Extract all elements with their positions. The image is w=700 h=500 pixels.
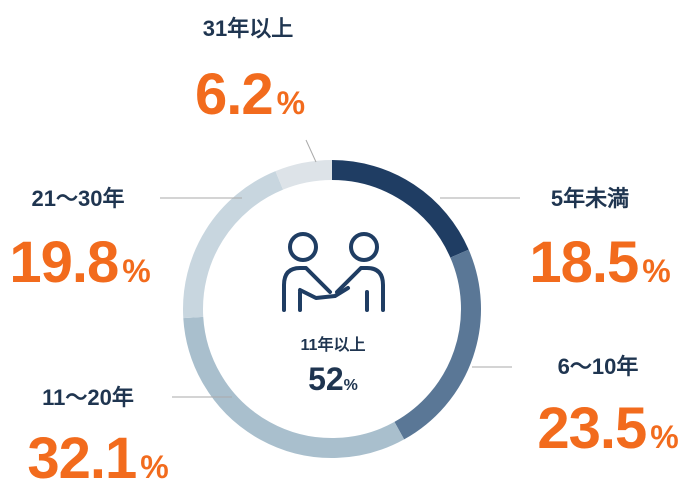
value-number: 19.8 bbox=[9, 230, 118, 295]
donut-segment bbox=[331, 160, 469, 258]
category-label: 31年以上 bbox=[203, 16, 293, 41]
value-label: 32.1% bbox=[27, 426, 168, 491]
category-label: 5年未満 bbox=[551, 186, 629, 211]
category-label: 11〜20年 bbox=[42, 385, 134, 410]
value-label: 19.8% bbox=[9, 230, 150, 295]
donut-segment bbox=[394, 249, 481, 440]
category-label: 21〜30年 bbox=[32, 186, 125, 211]
handshake-icon bbox=[282, 232, 385, 312]
value-number: 6.2 bbox=[195, 62, 273, 127]
center-value: 52% bbox=[308, 361, 358, 397]
value-number: 23.5 bbox=[537, 396, 646, 461]
value-unit: % bbox=[650, 419, 678, 455]
donut-segment bbox=[183, 316, 405, 458]
value-label: 18.5% bbox=[529, 230, 670, 295]
center-label: 11年以上 bbox=[301, 335, 366, 354]
value-unit: % bbox=[122, 253, 150, 289]
donut-segment bbox=[275, 160, 333, 190]
center-unit: % bbox=[344, 377, 358, 394]
leader-line bbox=[305, 139, 317, 163]
value-unit: % bbox=[642, 253, 670, 289]
value-unit: % bbox=[140, 449, 168, 485]
center-number: 52 bbox=[308, 361, 344, 397]
category-label: 6〜10年 bbox=[558, 354, 639, 379]
value-number: 32.1 bbox=[27, 426, 136, 491]
value-label: 23.5% bbox=[537, 396, 678, 461]
donut-segment bbox=[183, 171, 284, 319]
value-unit: % bbox=[277, 85, 305, 121]
value-number: 18.5 bbox=[529, 230, 638, 295]
value-label: 6.2% bbox=[195, 62, 305, 127]
